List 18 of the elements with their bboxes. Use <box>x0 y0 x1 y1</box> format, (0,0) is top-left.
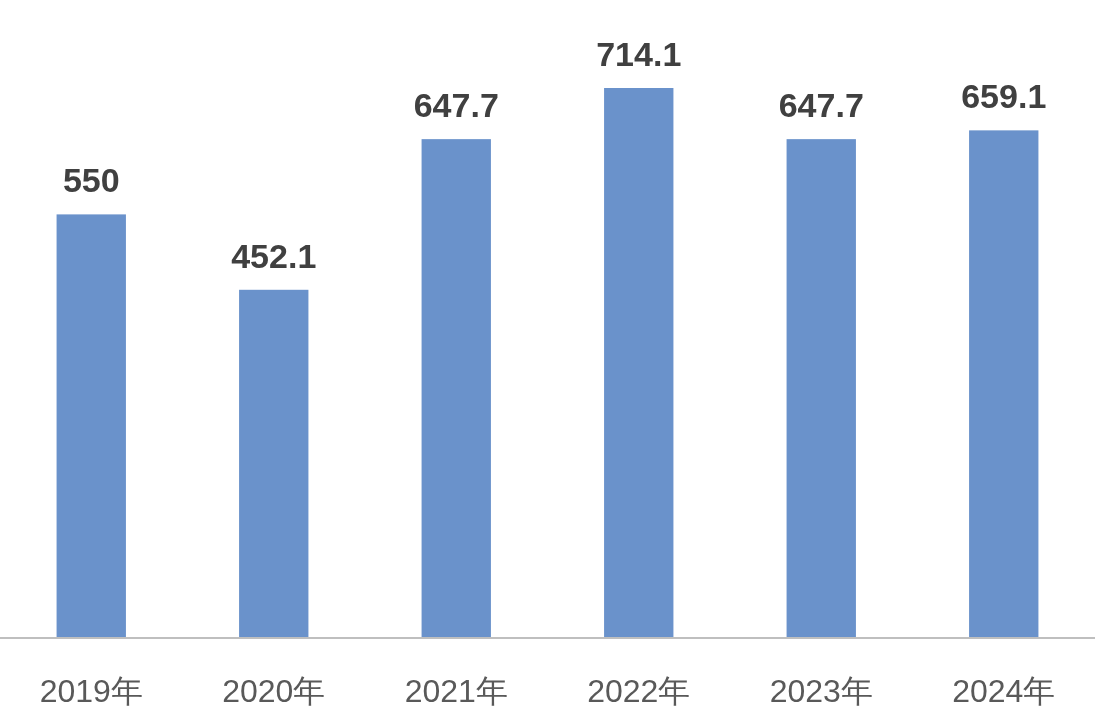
x-tick-label: 2022年 <box>587 673 691 709</box>
x-tick-label: 2021年 <box>404 673 508 709</box>
bar <box>786 139 856 638</box>
x-tick-label: 2024年 <box>952 673 1056 709</box>
x-tick-label: 2019年 <box>39 673 143 709</box>
x-tick-label: 2020年 <box>222 673 326 709</box>
data-label: 550 <box>62 161 120 200</box>
bar <box>604 88 674 638</box>
bar <box>421 139 491 638</box>
data-label: 647.7 <box>413 86 499 125</box>
bar <box>239 289 309 638</box>
data-label: 452.1 <box>231 236 317 275</box>
data-label: 714.1 <box>596 35 682 73</box>
data-label: 659.1 <box>961 77 1047 116</box>
x-tick-label: 2023年 <box>769 673 873 709</box>
bar <box>56 214 126 638</box>
data-label: 647.7 <box>778 86 864 125</box>
bar <box>969 130 1039 638</box>
